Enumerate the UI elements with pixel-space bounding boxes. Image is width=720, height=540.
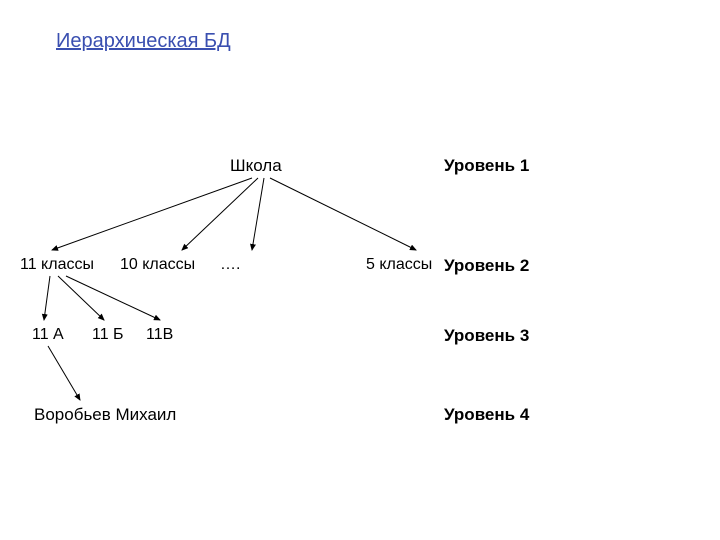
node-10-classes: 10 классы bbox=[120, 256, 195, 274]
node-11-classes: 11 классы bbox=[20, 256, 94, 274]
caption-level1: Уровень 1 bbox=[444, 156, 529, 176]
node-ellipsis: …. bbox=[220, 256, 240, 274]
node-student: Воробьев Михаил bbox=[34, 405, 176, 425]
node-11a: 11 А bbox=[32, 326, 64, 344]
caption-level2: Уровень 2 bbox=[444, 256, 529, 276]
node-school: Школа bbox=[230, 156, 282, 176]
node-11b: 11 Б bbox=[92, 326, 124, 344]
caption-level4: Уровень 4 bbox=[444, 405, 529, 425]
caption-level3: Уровень 3 bbox=[444, 326, 529, 346]
node-11v: 11В bbox=[146, 326, 173, 344]
tree-arrows bbox=[0, 0, 720, 540]
node-5-classes: 5 классы bbox=[366, 256, 432, 274]
